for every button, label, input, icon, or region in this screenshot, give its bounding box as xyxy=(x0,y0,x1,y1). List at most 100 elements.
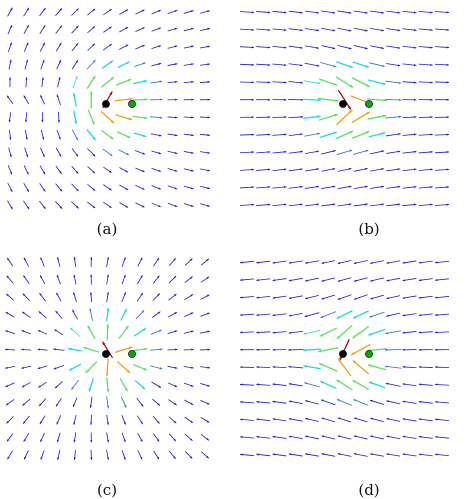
panel-c-vector-field xyxy=(0,250,237,497)
panel-b-arrow-7-1-head xyxy=(268,134,270,136)
panel-b-arrow-6-7-shaft xyxy=(352,112,370,123)
panel-a-arrow-4-1-head xyxy=(25,77,27,79)
panel-d-arrow-5-11-head xyxy=(419,349,421,351)
panel-c-arrow-5-10-head xyxy=(175,348,177,350)
panel-d-arrow-6-12-head xyxy=(435,366,437,368)
panel-a-arrow-5-3-head xyxy=(57,94,59,97)
panel-d-caption: (d) xyxy=(349,481,389,499)
panel-a-arrow-11-11-head xyxy=(191,205,194,207)
panel-a-arrow-10-9-head xyxy=(158,187,161,189)
panel-c-arrow-6-3-head xyxy=(54,367,57,369)
panel-c-arrow-10-7-head xyxy=(124,440,126,443)
panel-d-arrow-5-4-head xyxy=(303,349,306,352)
panel-a-arrow-4-4-head xyxy=(75,76,77,79)
panel-a-arrow-11-10-head xyxy=(175,205,178,207)
panel-d-arrow-3-12-head xyxy=(435,314,437,316)
panel-b-arrow-3-7-head xyxy=(366,65,369,68)
panel-c-arrow-10-3-head xyxy=(57,440,59,443)
panel-b-arrow-4-10-head xyxy=(414,81,416,83)
panel-b-arrow-5-2-head xyxy=(284,99,286,101)
panel-b-arrow-5-12-head xyxy=(447,99,449,101)
panel-d-arrow-3-5-shaft xyxy=(321,312,336,318)
panel-b-dot-green xyxy=(365,100,372,107)
panel-a-vector-field xyxy=(0,0,237,248)
panel-a-arrow-3-8-head xyxy=(143,62,146,64)
panel-b-arrow-5-9-shaft xyxy=(385,99,402,100)
panel-b-arrow-8-12-head xyxy=(447,151,449,153)
panel-c-arrow-3-12-head xyxy=(207,313,210,315)
panel-d-arrow-6-2-head xyxy=(273,366,275,368)
panel-a-dot-black xyxy=(102,100,109,107)
panel-d-arrow-6-10-head xyxy=(403,366,405,368)
panel-d-arrow-2-0-head xyxy=(240,296,242,298)
panel-b-arrow-2-1-head xyxy=(268,46,270,48)
panel-c-arrow-2-4-head xyxy=(73,292,75,295)
panel-a-arrow-7-3-head xyxy=(59,137,61,140)
panel-b-arrow-9-12-head xyxy=(447,169,449,171)
panel-b-arrow-8-11-head xyxy=(430,151,432,153)
panel-b-arrow-7-5-head xyxy=(333,132,336,135)
panel-a-arrow-6-2-head xyxy=(41,120,43,122)
panel-a-arrow-0-11-head xyxy=(191,10,194,12)
panel-b-arrow-5-11-head xyxy=(430,99,432,101)
panel-c-arrow-5-5-head xyxy=(83,347,86,350)
panel-b-arrow-1-0-head xyxy=(252,29,254,31)
panel-b-arrow-7-0-head xyxy=(252,134,254,136)
panel-d-arrow-4-2-head xyxy=(273,331,275,333)
panel-c-arrow-5-7-head xyxy=(129,347,132,350)
panel-a-arrow-6-11-head xyxy=(191,116,193,118)
panel-b-arrow-6-5-head xyxy=(334,114,337,117)
panel-d-arrow-5-2-head xyxy=(273,349,275,351)
panel-b-arrow-6-0-head xyxy=(252,116,254,118)
panel-b-arrow-9-0-head xyxy=(252,169,254,171)
panel-b-arrow-6-11-head xyxy=(430,116,432,118)
panel-d-arrow-4-12-head xyxy=(435,331,437,333)
panel-b-arrow-0-12-head xyxy=(447,11,449,13)
panel-a-arrow-9-9-head xyxy=(158,170,161,172)
panel-b-arrow-6-2-head xyxy=(284,116,286,118)
panel-d-arrow-2-7-head xyxy=(354,298,357,300)
panel-b-arrow-6-12-head xyxy=(447,116,449,118)
panel-c-arrow-11-5-head xyxy=(90,458,92,460)
panel-b-arrow-5-9-head xyxy=(399,99,401,101)
panel-c-caption: (c) xyxy=(87,481,127,499)
panel-a-arrow-6-3-head xyxy=(58,120,60,122)
panel-b-arrow-1-12-head xyxy=(447,29,449,31)
panel-a-arrow-4-0-head xyxy=(9,77,11,79)
panel-b-arrow-11-12-head xyxy=(447,204,449,206)
panel-d-arrow-8-7-head xyxy=(353,399,356,401)
panel-b-arrow-11-0-head xyxy=(252,204,254,206)
panel-b-arrow-6-9-shaft xyxy=(385,117,401,118)
panel-c-arrow-5-11-head xyxy=(191,349,193,351)
panel-c-arrow-11-7-head xyxy=(124,457,126,460)
panel-d-arrow-7-1-head xyxy=(256,383,258,385)
panel-d-arrow-6-1-head xyxy=(256,366,258,368)
panel-b-arrow-6-3-head xyxy=(301,116,303,118)
panel-b-arrow-4-5-head xyxy=(334,83,337,86)
panel-c-arrow-1-5-head xyxy=(90,275,92,277)
panel-b-arrow-3-5-shaft xyxy=(320,62,336,66)
panel-c-dot-green xyxy=(128,350,135,357)
panel-d-arrow-5-0-head xyxy=(240,349,242,351)
panel-b-caption: (b) xyxy=(349,220,389,238)
panel-b-arrow-1-1-head xyxy=(268,29,270,31)
panel-b-arrow-2-0-head xyxy=(252,46,254,48)
panel-a-arrow-8-8-head xyxy=(142,152,145,154)
panel-a-arrow-3-2-head xyxy=(42,60,44,63)
panel-a-arrow-5-11-head xyxy=(191,99,193,101)
panel-b-arrow-5-1-head xyxy=(268,99,270,101)
panel-d-arrow-9-7-head xyxy=(354,418,357,420)
panel-a-arrow-8-1-head xyxy=(26,154,28,157)
panel-b-arrow-5-3-head xyxy=(301,99,303,101)
panel-a-arrow-5-9-head xyxy=(160,99,162,101)
panel-c-arrow-10-5-head xyxy=(90,440,92,442)
panel-d-arrow-8-8-head xyxy=(370,400,373,402)
panel-b-arrow-10-1-head xyxy=(268,186,270,188)
panel-b-arrow-2-12-head xyxy=(447,46,449,48)
panel-d-arrow-5-9-shaft xyxy=(385,349,402,350)
panel-b-arrow-4-2-head xyxy=(284,81,286,83)
panel-a-arrow-0-10-head xyxy=(175,10,178,12)
panel-c-arrow-1-3-head xyxy=(57,275,59,278)
panel-d-arrow-7-8-head xyxy=(369,382,372,385)
